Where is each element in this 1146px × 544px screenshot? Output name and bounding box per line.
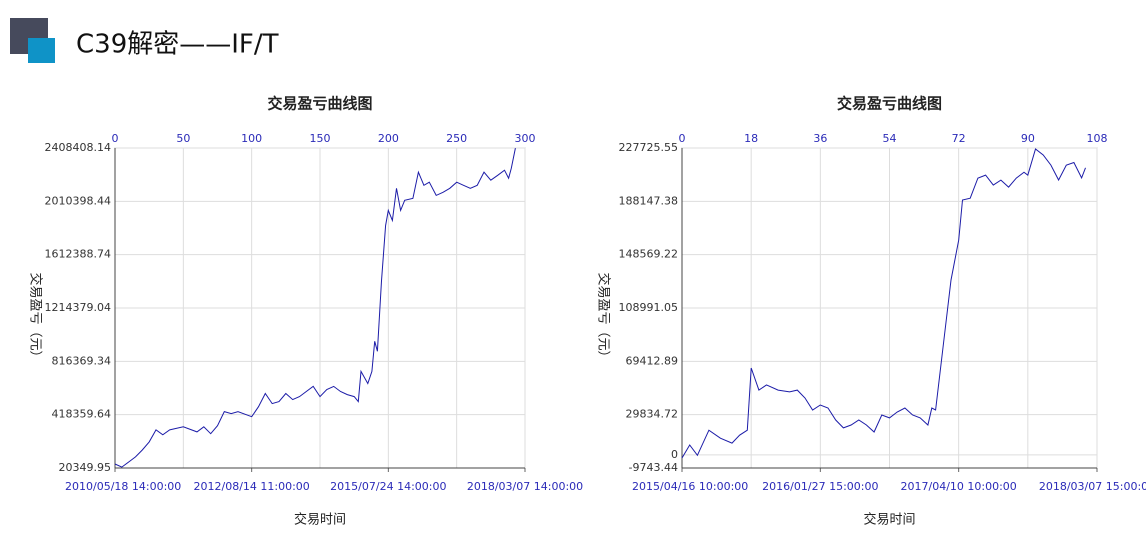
y-tick-label: 108991.05: [619, 301, 679, 314]
y-tick-label: 0: [671, 448, 678, 461]
chart-title: 交易盈亏曲线图: [837, 95, 942, 113]
x-tick-label: 2010/05/18 14:00:00: [65, 480, 181, 493]
y-tick-label: -9743.44: [629, 461, 678, 474]
x-tick-label: 2015/07/24 14:00:00: [330, 480, 446, 493]
x-tick-label: 2015/04/16 10:00:00: [632, 480, 748, 493]
y-tick-label: 1612388.74: [45, 248, 111, 261]
y-tick-label: 1214379.04: [45, 301, 111, 314]
y-tick-label: 69412.89: [626, 354, 679, 367]
y-tick-label: 2408408.14: [45, 141, 111, 154]
top-tick-label: 250: [446, 132, 467, 145]
top-tick-label: 0: [679, 132, 686, 145]
top-tick-label: 36: [813, 132, 827, 145]
y-tick-label: 188147.38: [619, 194, 679, 207]
y-tick-label: 418359.64: [52, 408, 112, 421]
top-tick-label: 300: [515, 132, 536, 145]
profit-line: [114, 148, 516, 468]
top-tick-label: 54: [883, 132, 897, 145]
y-tick-label: 227725.55: [619, 141, 679, 154]
y-axis-label: 交易盈亏（元）: [596, 272, 612, 363]
top-tick-label: 200: [378, 132, 399, 145]
y-tick-label: 816369.34: [52, 354, 112, 367]
top-tick-label: 90: [1021, 132, 1035, 145]
top-tick-label: 108: [1087, 132, 1108, 145]
y-tick-label: 148569.22: [619, 248, 679, 261]
top-tick-label: 18: [744, 132, 758, 145]
x-tick-label: 2018/03/07 15:00:00: [1039, 480, 1146, 493]
top-tick-label: 100: [241, 132, 262, 145]
y-tick-label: 20349.95: [59, 461, 112, 474]
x-tick-label: 2017/04/10 10:00:00: [901, 480, 1017, 493]
x-axis-label: 交易时间: [294, 512, 346, 528]
top-tick-label: 0: [112, 132, 119, 145]
top-tick-label: 50: [176, 132, 190, 145]
x-tick-label: 2016/01/27 15:00:00: [762, 480, 878, 493]
chart-title: 交易盈亏曲线图: [267, 95, 372, 113]
y-tick-label: 2010398.44: [45, 194, 111, 207]
top-tick-label: 72: [952, 132, 966, 145]
x-tick-label: 2018/03/07 14:00:00: [467, 480, 583, 493]
x-axis-label: 交易时间: [863, 512, 915, 528]
x-tick-label: 2012/08/14 11:00:00: [194, 480, 310, 493]
top-tick-label: 150: [310, 132, 331, 145]
y-tick-label: 29834.72: [626, 408, 679, 421]
profit-line: [681, 148, 1086, 459]
header-icon-blue: [28, 38, 55, 63]
y-axis-label: 交易盈亏（元）: [28, 272, 44, 363]
header-title: C39解密——IF/T: [76, 30, 279, 60]
